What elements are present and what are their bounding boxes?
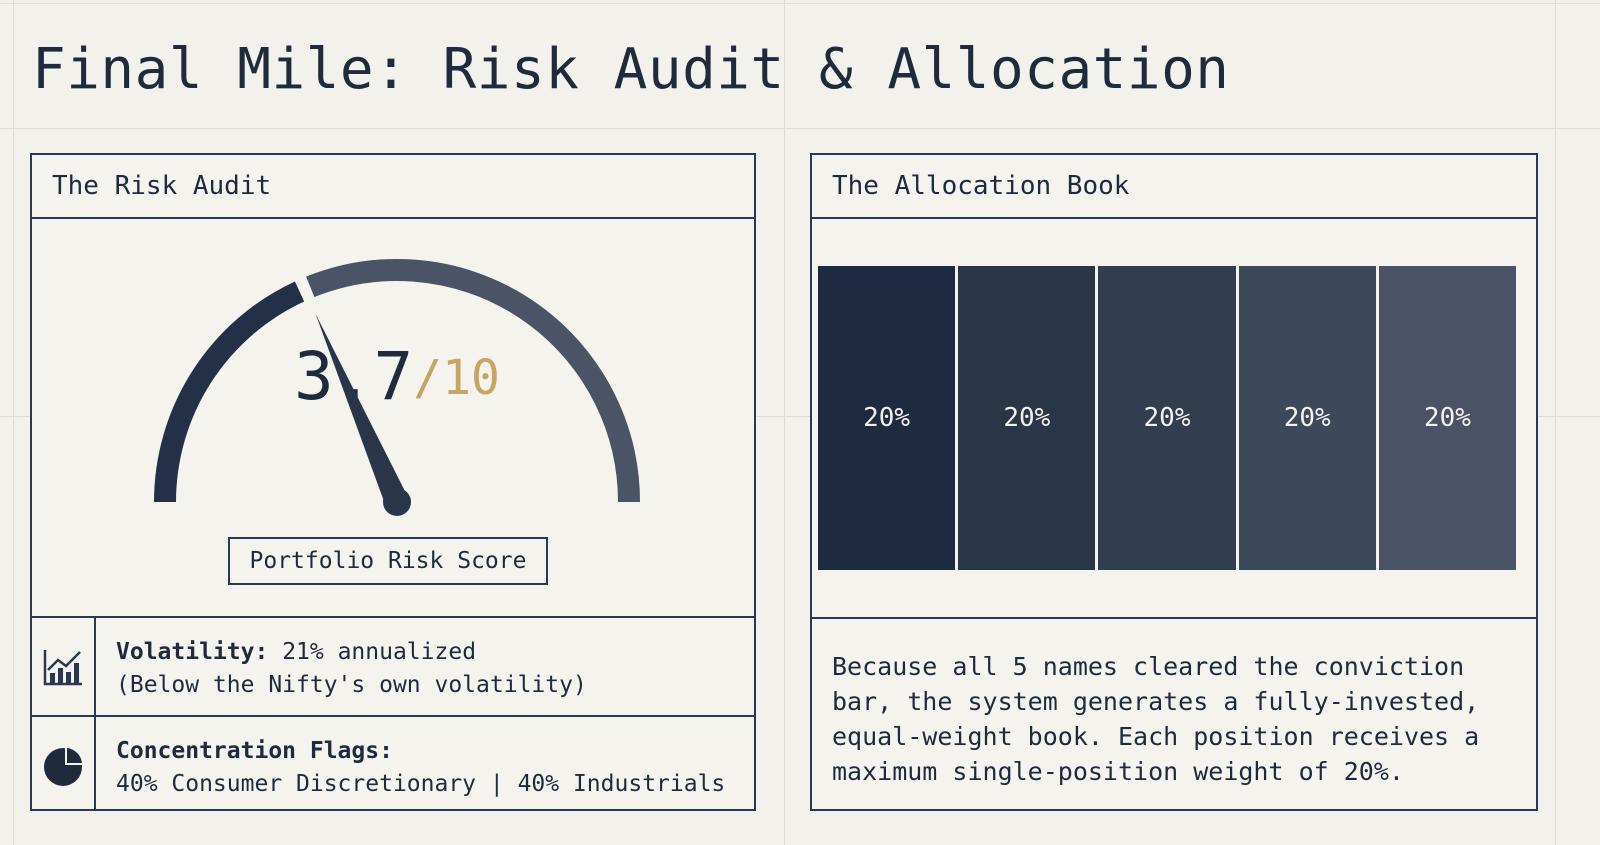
allocation-label: 20% — [1143, 403, 1191, 433]
concentration-value: 40% Consumer Discretionary | 40% Industr… — [116, 771, 726, 797]
gauge-score-arc — [154, 281, 305, 503]
gauge-hub — [383, 488, 411, 516]
allocation-block: 20% — [1378, 266, 1517, 570]
concentration-row: Concentration Flags: 40% Consumer Discre… — [32, 715, 754, 811]
pie-icon-graphic — [44, 746, 84, 786]
allocation-label: 20% — [1003, 403, 1051, 433]
volatility-text: Volatility: 21% annualized (Below the Ni… — [116, 636, 587, 702]
risk-gauge: 3.7/10 — [154, 259, 640, 516]
gauge-rest-arc — [306, 259, 640, 503]
score-text: 3.7/10 — [294, 338, 500, 415]
volatility-value: 21% annualized — [282, 639, 477, 665]
volatility-label: Volatility: — [116, 639, 269, 665]
gauge-caption: Portfolio Risk Score — [228, 537, 548, 585]
allocation-block: 20% — [818, 266, 956, 570]
allocation-panel: The Allocation Book 20% 20% 20% 20% 20% Beca… — [810, 153, 1538, 811]
chart-icon-graphic — [43, 650, 82, 686]
panel-title: The Risk Audit — [32, 155, 754, 219]
allocation-label: 20% — [1423, 403, 1471, 433]
concentration-label: Concentration Flags: — [116, 738, 393, 764]
allocation-description: Because all 5 names cleared the convicti… — [812, 617, 1536, 809]
allocation-block: 20% — [1238, 266, 1376, 570]
allocation-block: 20% — [958, 266, 1096, 570]
risk-audit-panel: The Risk Audit 3.7/10 Portfolio Risk Sco… — [30, 153, 756, 811]
allocation-label: 20% — [863, 403, 911, 433]
chart-icon — [32, 618, 96, 715]
pie-icon — [32, 717, 96, 811]
panel-title: The Allocation Book — [812, 155, 1536, 219]
allocation-block: 20% — [1098, 266, 1236, 570]
grid-guide — [0, 416, 1600, 417]
grid-guide — [784, 0, 785, 845]
page-title: Final Mile: Risk Audit & Allocation — [32, 37, 1230, 102]
concentration-text: Concentration Flags: 40% Consumer Discre… — [116, 735, 725, 801]
score-max: /10 — [413, 350, 500, 406]
allocation-label: 20% — [1283, 403, 1331, 433]
volatility-row: Volatility: 21% annualized (Below the Ni… — [32, 616, 754, 715]
grid-guide — [0, 3, 1600, 4]
grid-guide — [0, 128, 1600, 129]
gauge-needle — [315, 313, 409, 507]
volatility-note: (Below the Nifty's own volatility) — [116, 672, 587, 698]
allocation-blocks: 20% 20% 20% 20% 20% — [818, 266, 1517, 570]
grid-guide — [13, 0, 14, 845]
grid-guide — [1555, 0, 1556, 845]
